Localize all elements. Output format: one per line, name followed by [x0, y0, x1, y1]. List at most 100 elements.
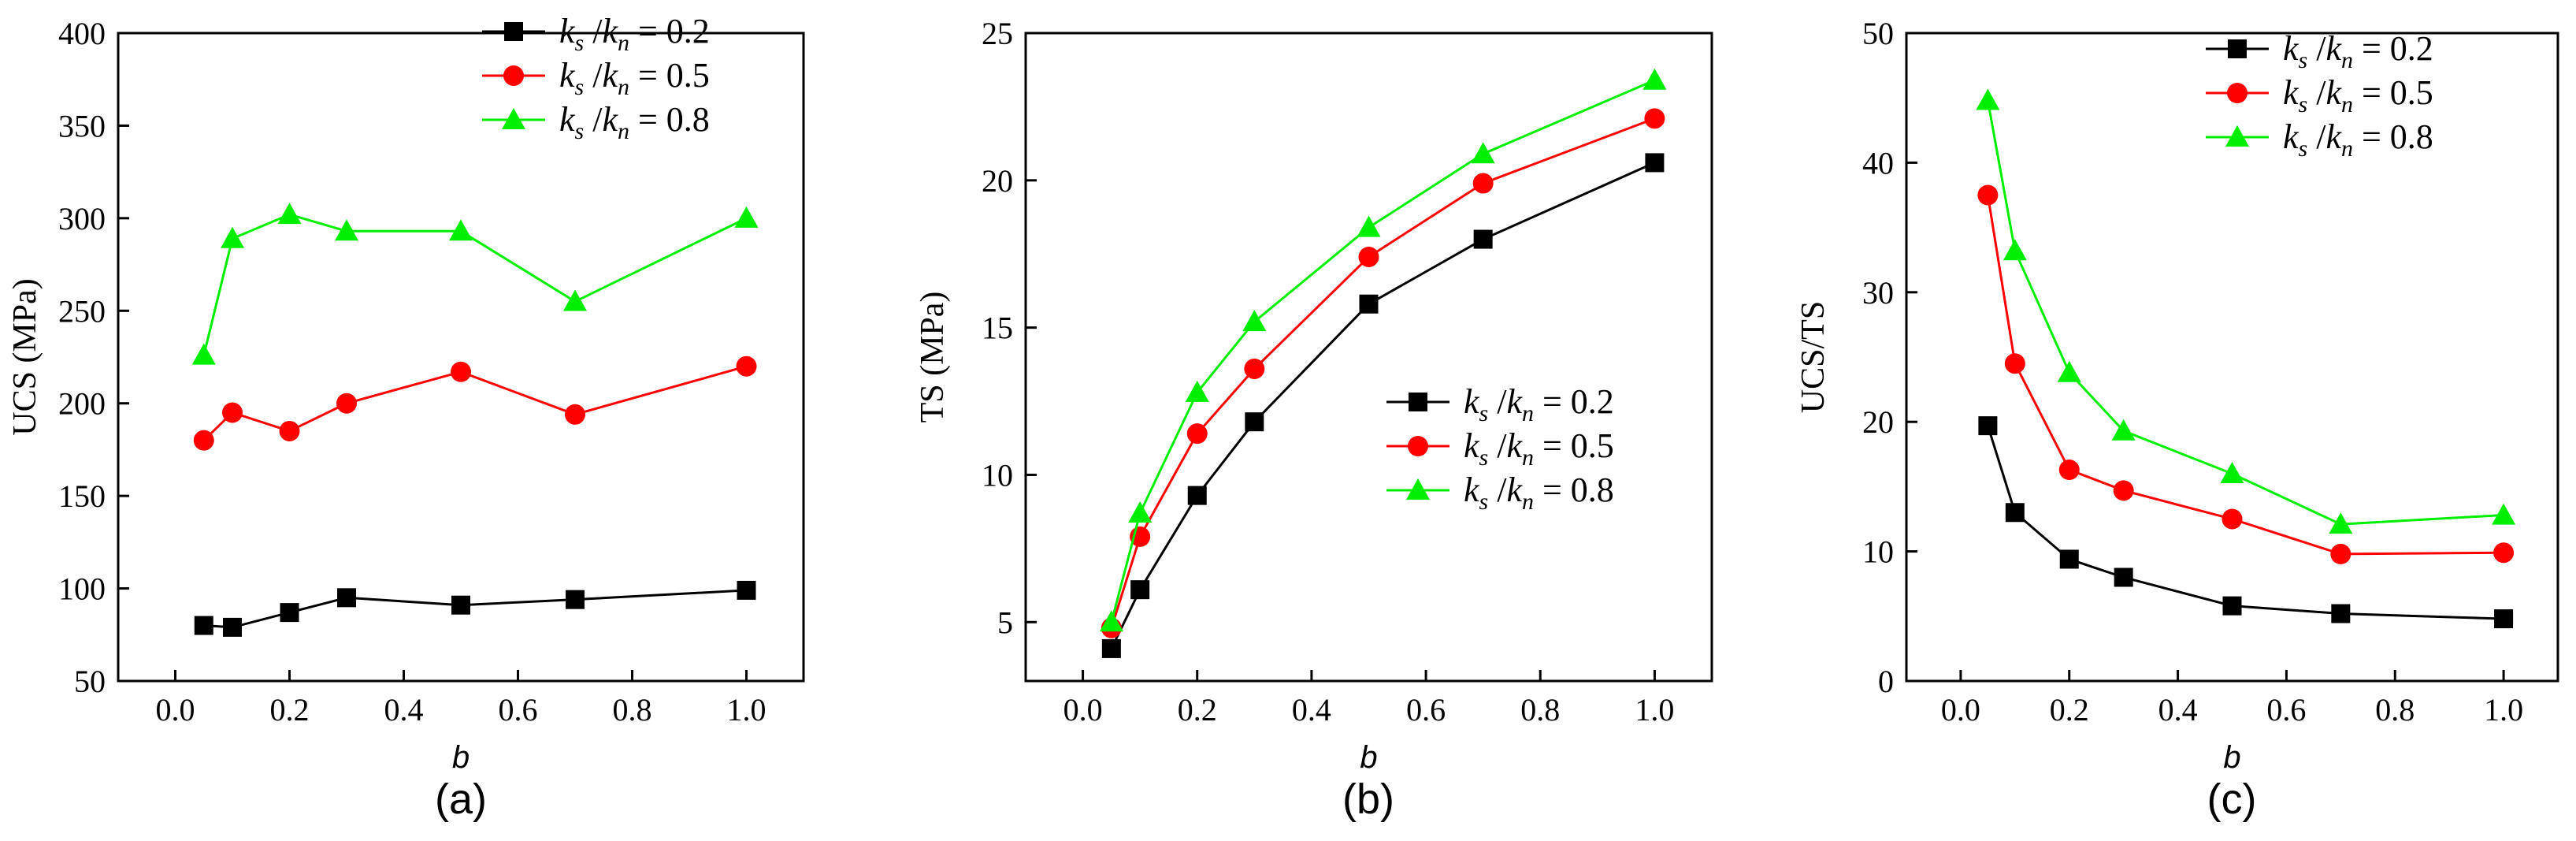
series-triangle	[191, 203, 759, 365]
x-axis-title: b	[2223, 740, 2240, 775]
series-triangle	[1976, 88, 2516, 534]
series-line	[1110, 117, 1655, 629]
data-point	[1128, 501, 1153, 523]
y-tick-label: 250	[58, 293, 106, 329]
x-tick-label: 1.0	[1635, 692, 1674, 728]
y-tick-label: 150	[58, 478, 106, 514]
data-point	[2492, 503, 2516, 525]
data-point	[449, 219, 473, 241]
legend-marker	[504, 22, 523, 41]
y-tick-label: 300	[58, 201, 106, 236]
data-point	[734, 206, 759, 228]
y-tick-label: 100	[58, 571, 106, 607]
y-tick-label: 20	[1862, 404, 1894, 440]
plot-frame	[117, 32, 805, 683]
data-point	[451, 361, 471, 382]
y-axis-title: UCS (MPa)	[7, 278, 43, 436]
data-point	[1130, 580, 1150, 600]
data-point	[193, 430, 214, 451]
series-circle	[1101, 108, 1665, 638]
data-point	[1644, 108, 1665, 129]
data-point	[1244, 358, 1265, 379]
data-point	[1358, 246, 1379, 267]
data-point	[277, 203, 302, 225]
data-point	[2331, 604, 2351, 623]
data-point	[279, 420, 300, 441]
x-tick-label: 0.4	[2158, 692, 2198, 728]
y-tick-label: 40	[1862, 145, 1894, 180]
x-tick-label: 0.6	[2266, 692, 2306, 728]
x-tick-label: 0.0	[156, 692, 195, 728]
legend-label: ks /kn = 0.5	[1464, 426, 1614, 471]
data-point	[2220, 461, 2244, 483]
data-point	[2493, 542, 2515, 564]
x-tick-label: 0.2	[2050, 692, 2089, 728]
y-tick-label: 20	[982, 163, 1013, 199]
x-tick-label: 0.0	[1063, 692, 1103, 728]
legend-label: ks /kn = 0.8	[1464, 471, 1614, 515]
data-point	[2111, 419, 2136, 441]
series-square	[1978, 416, 2514, 629]
legend-label: ks /kn = 0.8	[559, 100, 710, 144]
y-tick-label: 25	[982, 16, 1013, 51]
x-tick-label: 0.6	[1406, 692, 1446, 728]
data-point	[337, 588, 356, 608]
series-triangle	[1099, 68, 1667, 632]
data-point	[1099, 610, 1123, 632]
data-point	[563, 289, 587, 311]
data-point	[2057, 360, 2081, 382]
chart-panel-3: 0.0 0.2 0.4 0.6 0.8 1.0 0 10 20 30 40 50 b UCS/TS (c) k…	[1795, 16, 2559, 823]
x-tick-label: 0.2	[1178, 692, 1217, 728]
y-tick-label: 50	[1862, 16, 1894, 51]
legend-label: ks /kn = 0.8	[2283, 117, 2433, 162]
y-axis-title: TS (MPa)	[915, 292, 951, 423]
legend-marker	[503, 65, 524, 86]
y-tick-label: 10	[1862, 534, 1894, 570]
x-tick-label: 0.4	[384, 692, 424, 728]
x-tick-label: 0.8	[613, 692, 652, 728]
data-point	[1242, 310, 1267, 332]
legend-marker	[502, 108, 525, 129]
series-circle	[1977, 184, 2515, 564]
data-point	[2222, 596, 2242, 616]
data-point	[194, 616, 213, 635]
y-axis-title: UCS/TS	[1795, 301, 1832, 413]
series-square	[1101, 153, 1665, 658]
data-point	[2329, 512, 2353, 534]
data-point	[565, 404, 585, 425]
data-point	[736, 355, 757, 377]
legend-label: ks /kn = 0.2	[1464, 382, 1614, 426]
data-point	[335, 219, 358, 241]
legend-marker	[1408, 436, 1428, 456]
data-point	[1185, 380, 1209, 402]
y-tick-label: 0	[1878, 664, 1894, 699]
data-point	[1976, 88, 2000, 110]
data-point	[1642, 68, 1667, 90]
legend-marker	[2228, 39, 2247, 58]
data-point	[1245, 412, 1264, 432]
legend-marker	[2227, 83, 2248, 103]
data-point	[1978, 416, 1998, 436]
panel-caption: (a)	[435, 776, 487, 823]
data-point	[223, 617, 242, 637]
data-point	[191, 343, 216, 365]
legend-label: ks /kn = 0.5	[2283, 73, 2433, 117]
y-tick-label: 15	[982, 311, 1013, 346]
data-point	[2058, 460, 2080, 481]
data-point	[280, 603, 299, 623]
data-point	[1645, 153, 1665, 173]
legend-label: ks /kn = 0.2	[2283, 29, 2433, 73]
x-tick-label: 0.8	[1520, 692, 1560, 728]
x-axis-title: b	[1360, 740, 1377, 775]
data-point	[1471, 142, 1495, 164]
legend: ks /kn = 0.2ks /kn = 0.5ks /kn = 0.8	[1386, 382, 1614, 515]
data-point	[1357, 215, 1381, 237]
data-point	[2005, 503, 2025, 523]
chart-panel-1: 0.0 0.2 0.4 0.6 0.8 1.0 50 100 150 200 250 300 350 40…	[7, 12, 805, 823]
legend: ks /kn = 0.2ks /kn = 0.5ks /kn = 0.8	[2206, 29, 2433, 162]
y-tick-label: 50	[74, 664, 106, 699]
series-line	[1110, 79, 1656, 623]
chart-panel-2: 0.0 0.2 0.4 0.6 0.8 1.0 5 10 15 20 25 b TS (MPa) (b) k…	[915, 16, 1713, 823]
data-point	[2114, 567, 2133, 587]
x-axis-title: b	[452, 740, 470, 775]
